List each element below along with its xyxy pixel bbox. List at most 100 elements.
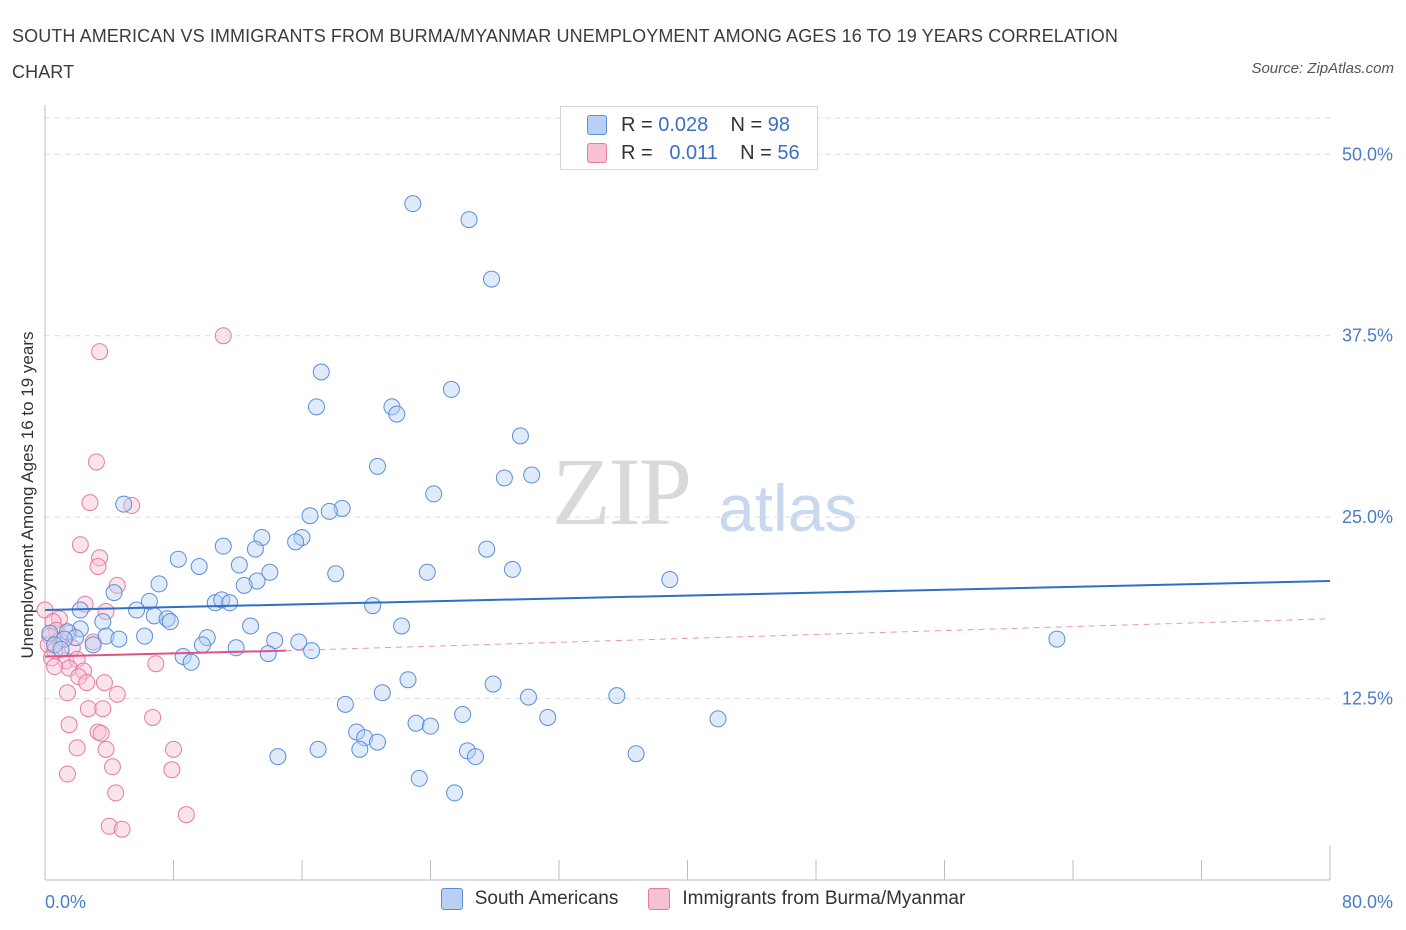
south-american-point — [336, 695, 354, 713]
south-american-point — [269, 748, 287, 766]
south-american-point — [368, 457, 386, 475]
chart-title: SOUTH AMERICAN VS IMMIGRANTS FROM BURMA/… — [12, 26, 1118, 82]
y-tick-label: 50.0% — [1342, 144, 1393, 164]
burma-point — [108, 685, 126, 703]
south-american-point — [368, 733, 386, 751]
n-value: 56 — [777, 141, 800, 164]
south-american-point — [519, 688, 537, 706]
south-american-point — [484, 675, 502, 693]
correlation-legend: R = 0.028 N = 98 R = 0.011 N = 56 — [560, 106, 818, 170]
burma-point — [92, 724, 110, 742]
south-american-point — [158, 610, 176, 628]
n-label: N = — [740, 141, 772, 164]
series-legend: South Americans Immigrants from Burma/My… — [0, 888, 1406, 910]
south-american-point — [460, 211, 478, 229]
south-american-point — [309, 740, 327, 758]
south-american-point — [246, 540, 264, 558]
south-american-point — [312, 363, 330, 381]
burma-point — [79, 700, 97, 718]
burma-point — [94, 700, 112, 718]
south-american-point — [136, 627, 154, 645]
south-american-point — [227, 639, 245, 657]
south-american-point — [511, 427, 529, 445]
south-american-point — [495, 469, 513, 487]
south-american-point — [115, 495, 133, 513]
legend-item-burma[interactable]: Immigrants from Burma/Myanmar — [648, 888, 965, 910]
burma-point — [95, 674, 113, 692]
burma-point — [100, 817, 118, 835]
south-american-point — [373, 684, 391, 702]
south-american-point — [454, 706, 472, 724]
legend-item-south-americans[interactable]: South Americans — [440, 888, 618, 910]
south-american-point — [301, 507, 319, 525]
burma-trend-line — [44, 649, 286, 658]
south-american-point — [399, 671, 417, 689]
burma-point — [177, 806, 195, 824]
south-american-point — [287, 533, 305, 551]
south-american-point — [84, 636, 102, 654]
south-american-point — [393, 617, 411, 635]
n-label: N = — [730, 113, 763, 136]
south-american-point — [523, 466, 541, 484]
south-american-point — [94, 613, 112, 631]
south-american-point — [446, 784, 464, 802]
south-american-point — [422, 717, 439, 735]
south-american-point — [214, 537, 232, 555]
south-american-trend-line — [44, 580, 1331, 612]
south-american-point — [407, 714, 425, 732]
burma-trend-extension — [285, 618, 1331, 652]
south-american-point — [182, 653, 200, 671]
r-value: 0.028 — [658, 113, 709, 136]
south-american-point — [259, 645, 277, 663]
south-american-point — [110, 630, 128, 648]
south-american-point — [404, 195, 422, 213]
burma-point — [87, 453, 105, 471]
south-american-point — [105, 584, 123, 602]
south-american-point — [351, 740, 369, 758]
south-american-point — [320, 502, 338, 520]
x-tick-label-min: 0.0% — [45, 892, 86, 912]
south-american-point — [661, 571, 679, 589]
south-american-point — [150, 575, 168, 593]
series-burma-points — [36, 327, 232, 838]
south-american-point — [608, 687, 626, 705]
burma-point — [68, 739, 86, 757]
burma-point — [97, 602, 115, 620]
burma-point — [42, 649, 60, 667]
south-american-point — [235, 576, 253, 594]
burma-point — [89, 557, 107, 575]
burma-point — [97, 740, 115, 758]
south-american-point — [193, 636, 211, 654]
burma-point — [81, 494, 99, 512]
burma-point — [103, 758, 121, 776]
burma-point — [60, 716, 78, 734]
blue-swatch-icon — [440, 888, 463, 910]
burma-point — [214, 327, 232, 345]
south-american-point — [230, 556, 248, 574]
burma-point — [91, 549, 109, 567]
south-american-point — [242, 617, 260, 635]
burma-point — [46, 658, 64, 676]
legend-row-south-american: R = 0.028 N = 98 — [587, 111, 790, 139]
legend-row-burma: R = 0.011 N = 56 — [587, 139, 800, 167]
south-american-point — [71, 620, 89, 638]
blue-swatch-icon — [587, 115, 607, 135]
south-american-point — [503, 560, 521, 578]
south-american-point — [466, 748, 484, 766]
south-american-point — [539, 708, 557, 726]
burma-point — [60, 659, 78, 677]
south-american-point — [418, 563, 436, 581]
south-american-point — [709, 710, 727, 728]
burma-point — [58, 765, 76, 783]
south-american-point — [190, 557, 208, 575]
y-tick-label: 12.5% — [1342, 689, 1393, 709]
south-american-point — [248, 572, 266, 590]
south-american-point — [52, 640, 70, 658]
tick-labels: 12.5% 25.0% 37.5% 50.0% 0.0% 80.0% — [45, 144, 1393, 912]
burma-point — [147, 655, 165, 673]
burma-point — [78, 674, 96, 692]
y-tick-label: 25.0% — [1342, 507, 1393, 527]
source-label: Source: ZipAtlas.com — [1251, 60, 1394, 77]
burma-point — [91, 343, 109, 361]
